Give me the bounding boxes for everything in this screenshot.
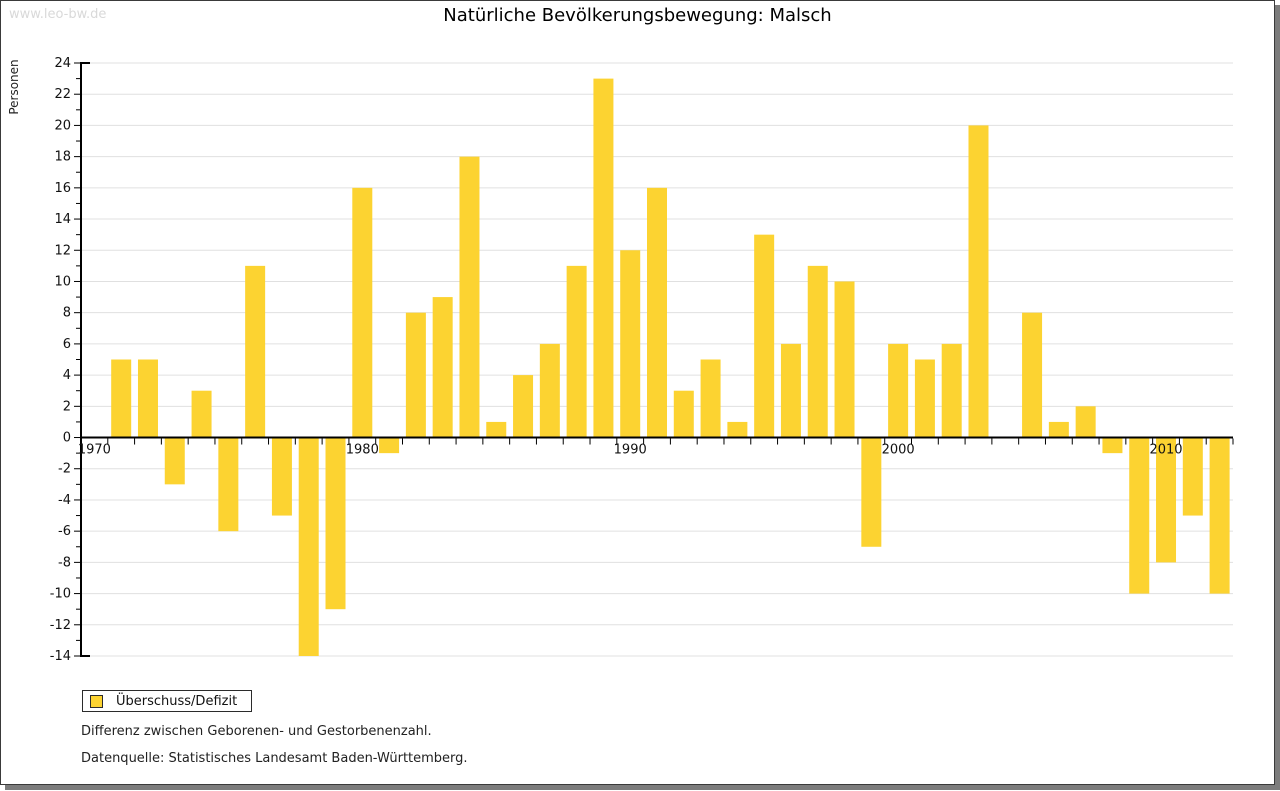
- bar-1979: [325, 437, 346, 610]
- bar-1998: [834, 281, 855, 438]
- y-tick-label: 24: [54, 56, 71, 71]
- bar-2010: [1156, 437, 1177, 563]
- y-tick-label: 20: [54, 118, 71, 133]
- bar-1978: [298, 437, 319, 656]
- bar-1994: [727, 421, 748, 438]
- y-tick-label: 16: [54, 181, 71, 196]
- bar-1984: [459, 156, 480, 438]
- bar-1997: [807, 265, 828, 438]
- bar-1996: [780, 343, 801, 438]
- y-tick-label: 8: [63, 306, 71, 321]
- bar-1975: [218, 437, 239, 532]
- bar-1985: [486, 421, 507, 438]
- bar-1980: [352, 187, 373, 438]
- y-tick-label: 22: [54, 87, 71, 102]
- bar-2001: [914, 359, 935, 438]
- y-tick-label: -4: [58, 493, 71, 508]
- bar-2005: [1022, 312, 1043, 438]
- x-tick-label: 2000: [882, 443, 915, 458]
- bar-2008: [1102, 437, 1123, 454]
- bar-2011: [1182, 437, 1203, 516]
- legend: Überschuss/Defizit: [82, 690, 253, 712]
- bar-1988: [566, 265, 587, 438]
- bar-2007: [1075, 406, 1096, 438]
- bar-1973: [164, 437, 185, 485]
- legend-label: Überschuss/Defizit: [116, 693, 238, 709]
- bar-1991: [647, 187, 667, 438]
- x-tick-label: 1980: [346, 443, 379, 458]
- bar-1977: [271, 437, 292, 516]
- y-tick-label: -6: [58, 524, 71, 539]
- bar-2000: [888, 343, 909, 438]
- y-tick-label: 12: [54, 243, 71, 258]
- bar-1989: [593, 78, 614, 438]
- y-tick-label: 2: [63, 399, 71, 414]
- bar-1993: [700, 359, 721, 438]
- legend-swatch-icon: [90, 694, 103, 708]
- y-tick-label: 6: [63, 337, 71, 352]
- bar-2003: [968, 125, 989, 438]
- bar-1999: [861, 437, 882, 547]
- bar-1982: [405, 312, 426, 438]
- bar-1995: [754, 234, 775, 438]
- bar-1972: [137, 359, 158, 438]
- y-tick-label: 18: [54, 150, 71, 165]
- bar-1981: [379, 437, 400, 454]
- bar-1974: [191, 390, 212, 438]
- y-tick-label: 14: [54, 212, 71, 227]
- caption-definition: Differenz zwischen Geborenen- und Gestor…: [81, 724, 432, 739]
- bar-1992: [673, 390, 694, 438]
- y-tick-label: -8: [58, 555, 71, 570]
- y-tick-label: 4: [63, 368, 71, 383]
- bar-1983: [432, 297, 453, 438]
- bar-1976: [245, 265, 266, 438]
- y-tick-label: 0: [63, 431, 71, 446]
- y-tick-label: -10: [50, 587, 71, 602]
- bar-2002: [941, 343, 962, 438]
- x-tick-label: 2010: [1149, 443, 1182, 458]
- bar-2009: [1129, 437, 1150, 594]
- bar-1990: [620, 250, 641, 438]
- caption-source: Datenquelle: Statistisches Landesamt Bad…: [81, 751, 468, 766]
- watermark: www.leo-bw.de: [9, 7, 107, 22]
- bar-1971: [111, 359, 132, 438]
- y-tick-label: -12: [50, 618, 71, 633]
- bar-2012: [1209, 437, 1230, 594]
- x-tick-label: 1990: [614, 443, 647, 458]
- x-tick-label: 1970: [78, 443, 111, 458]
- bar-1987: [539, 343, 560, 438]
- bar-2006: [1048, 421, 1069, 438]
- y-tick-label: 10: [54, 274, 71, 289]
- y-tick-label: -2: [58, 462, 71, 477]
- bar-1986: [513, 375, 534, 438]
- y-tick-label: -14: [50, 649, 71, 664]
- page-title: Natürliche Bevölkerungsbewegung: Malsch: [443, 5, 832, 26]
